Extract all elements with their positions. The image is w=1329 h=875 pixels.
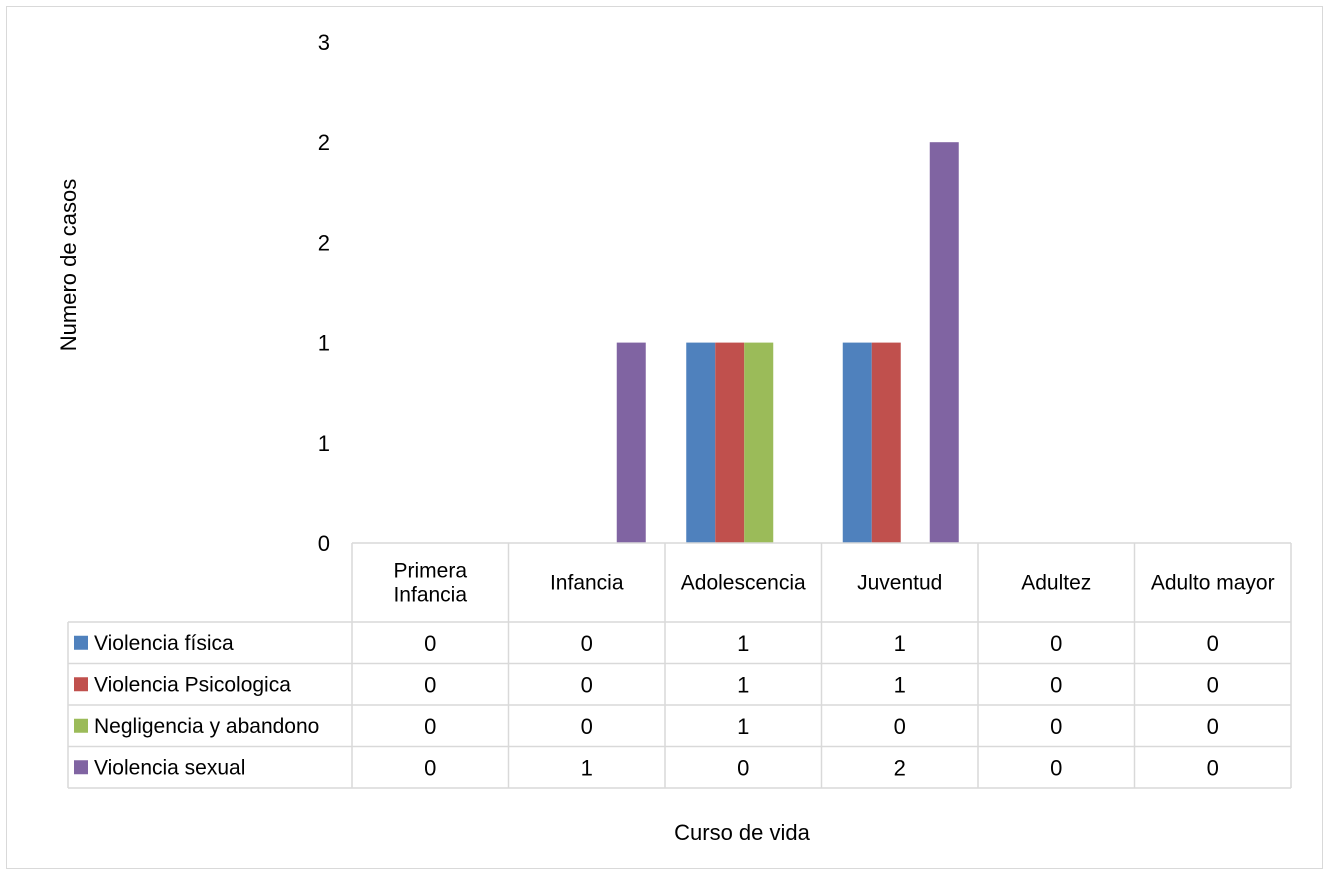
bar: [715, 342, 745, 543]
y-tick-label: 1: [318, 331, 330, 356]
y-axis-ticks: 0 1 1 2 2 3: [318, 30, 330, 556]
legend-label: Violencia física: [94, 632, 234, 655]
data-label: 0: [581, 672, 593, 697]
data-label: 0: [1050, 631, 1062, 656]
y-axis-label: Numero de casos: [56, 179, 81, 351]
x-tick-label: Infancia: [550, 572, 624, 595]
data-label: 1: [894, 672, 906, 697]
y-tick-label: 1: [318, 431, 330, 456]
data-table: Primera Infancia Infancia Adolescencia Juven…: [67, 542, 1292, 789]
x-axis-label: Curso de vida: [674, 820, 811, 845]
legend-label: Violencia Psicologica: [94, 673, 291, 696]
bar: [616, 342, 646, 543]
x-tick-label: Adolescencia: [681, 572, 806, 595]
data-label: 0: [424, 672, 436, 697]
data-label: 1: [894, 631, 906, 656]
bar: [929, 142, 959, 543]
data-label: 0: [424, 755, 436, 780]
data-label: 0: [1050, 672, 1062, 697]
data-label: 0: [1207, 631, 1219, 656]
data-label: 1: [737, 714, 749, 739]
x-tick-label: Juventud: [857, 572, 942, 595]
data-label: 1: [737, 631, 749, 656]
y-tick-label: 3: [318, 30, 330, 55]
x-tick-label: Primera Infancia: [393, 560, 467, 607]
data-label: 0: [894, 714, 906, 739]
data-label: 0: [1207, 672, 1219, 697]
data-label: 2: [894, 755, 906, 780]
data-label: 1: [737, 672, 749, 697]
bar: [686, 342, 716, 543]
data-label: 0: [1207, 755, 1219, 780]
legend-swatch: [74, 760, 88, 775]
legend-label: Negligencia y abandono: [94, 715, 319, 738]
legend-label: Violencia sexual: [94, 756, 245, 779]
bar: [871, 342, 901, 543]
bar: [744, 342, 774, 543]
legend-swatch: [74, 635, 88, 650]
data-label: 0: [1050, 714, 1062, 739]
legend-swatch: [74, 718, 88, 733]
data-label: 0: [1207, 714, 1219, 739]
data-label: 1: [581, 755, 593, 780]
data-label: 0: [581, 714, 593, 739]
data-label: 0: [1050, 755, 1062, 780]
x-tick-label: Adulto mayor: [1151, 572, 1275, 595]
y-tick-label: 2: [318, 230, 330, 255]
data-label: 0: [424, 714, 436, 739]
data-label: 0: [581, 631, 593, 656]
y-tick-label: 0: [318, 531, 330, 556]
bars: [616, 142, 959, 543]
bar: [842, 342, 872, 543]
data-label: 0: [424, 631, 436, 656]
data-label: 0: [737, 755, 749, 780]
legend-swatch: [74, 677, 88, 692]
y-tick-label: 2: [318, 130, 330, 155]
x-tick-label: Adultez: [1021, 572, 1091, 595]
